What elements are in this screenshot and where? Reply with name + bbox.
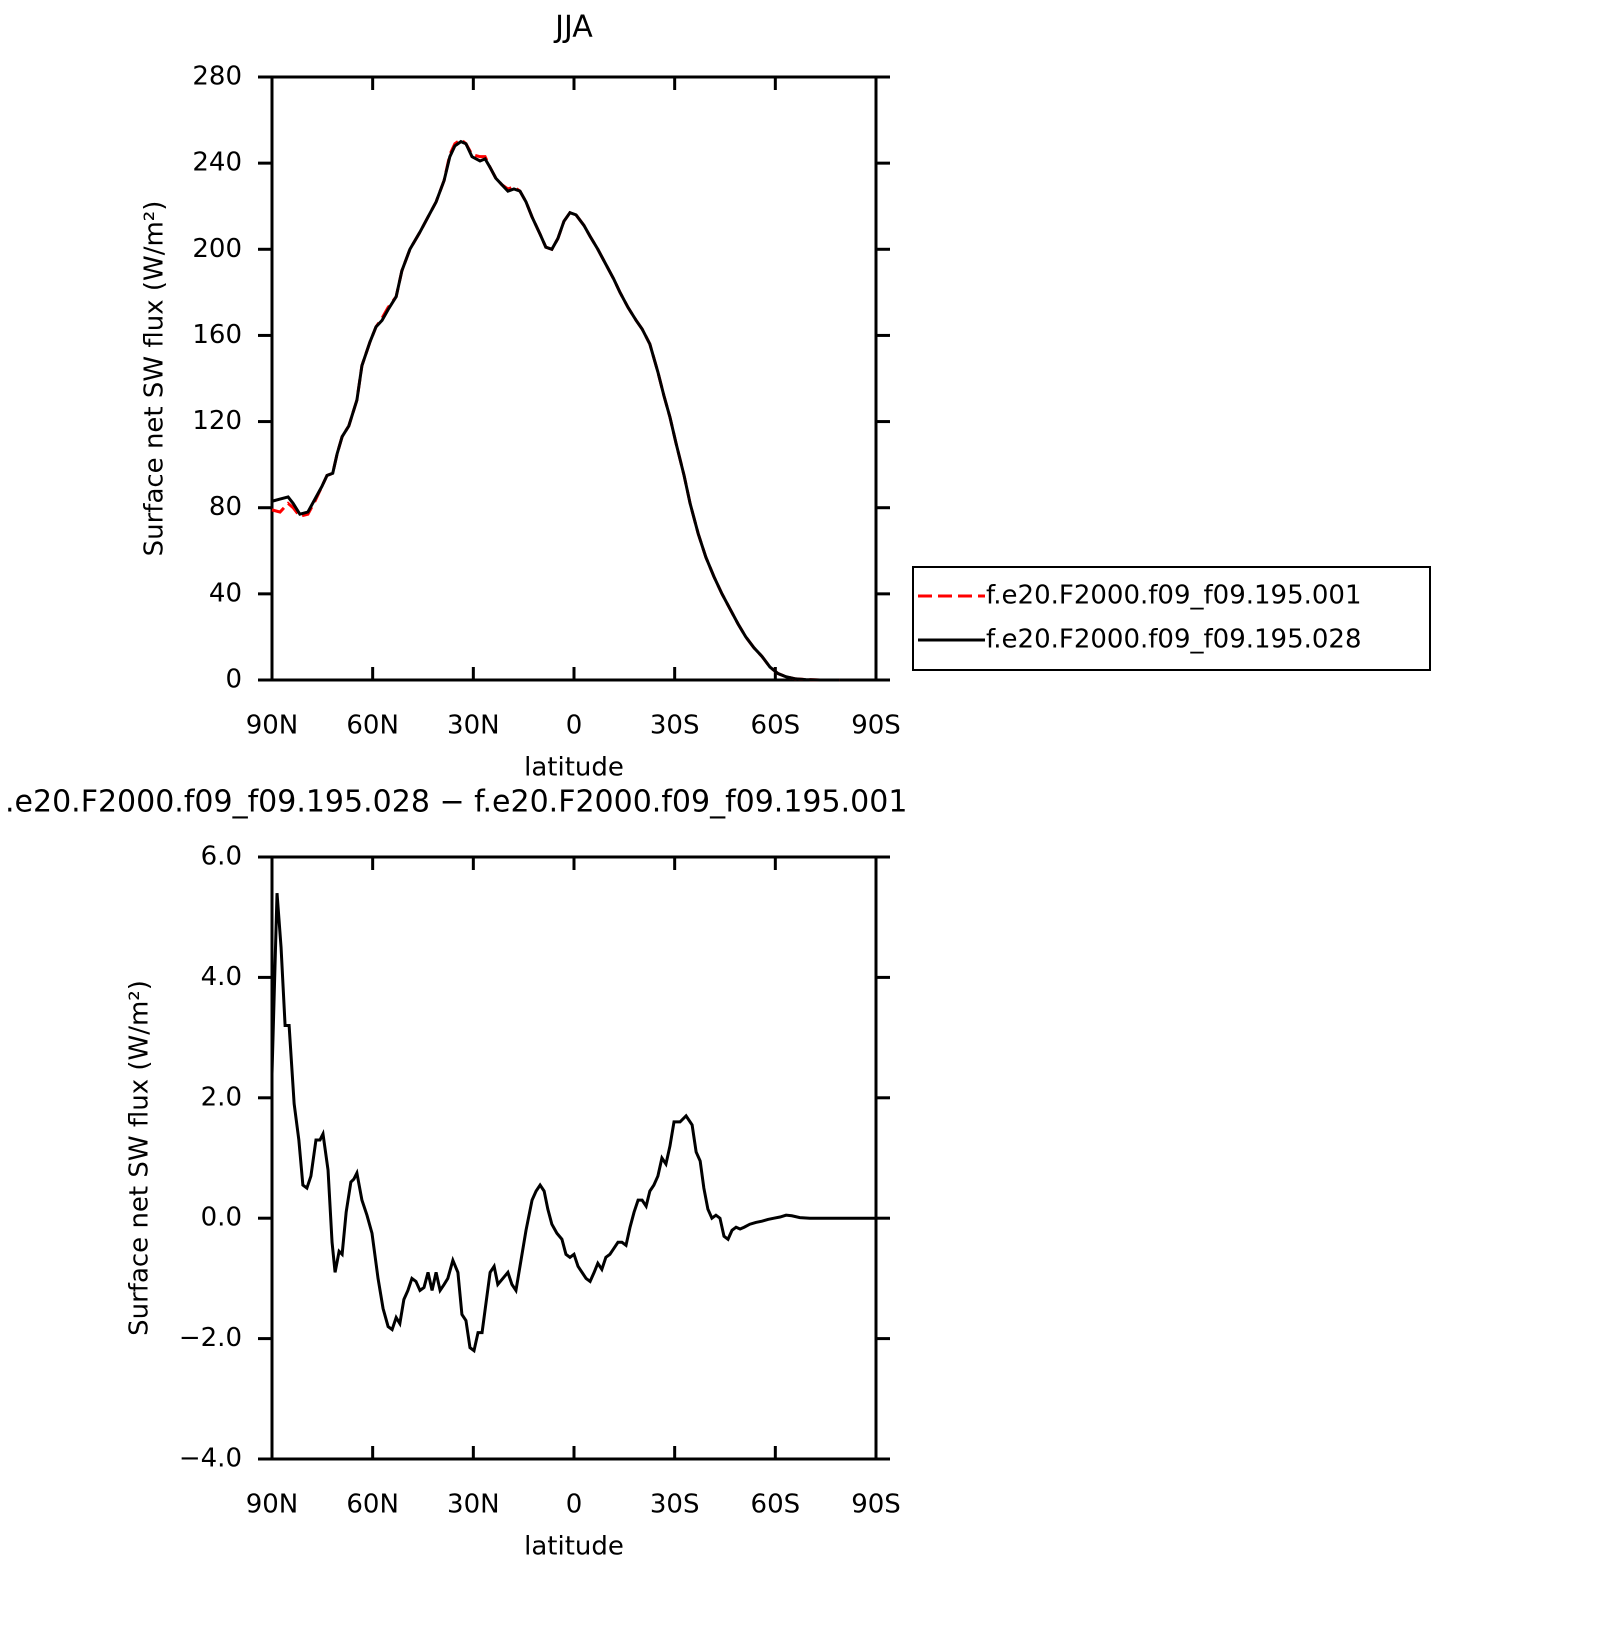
data-line — [271, 137, 840, 682]
x-tick-label: 0 — [566, 711, 583, 741]
x-tick-label: 90S — [851, 711, 901, 741]
x-tick-label: 90N — [246, 1490, 299, 1520]
chart-title: JJA — [553, 10, 593, 45]
x-tick-label: 60N — [346, 711, 399, 741]
plot-frame — [270, 75, 878, 682]
x-tick-label: 30N — [447, 1490, 500, 1520]
x-tick-label: 30S — [650, 1490, 700, 1520]
x-tick-label: 60S — [751, 1490, 801, 1520]
y-tick-label: 120 — [192, 406, 242, 436]
y-tick-label: 80 — [209, 492, 242, 522]
y-tick-label: 2.0 — [201, 1082, 242, 1112]
x-tick-label: 60N — [346, 1490, 399, 1520]
x-tick-label: 0 — [566, 1490, 583, 1520]
x-tick-label: 30N — [447, 711, 500, 741]
y-tick-label: 200 — [192, 234, 242, 264]
x-axis-label: latitude — [524, 753, 624, 783]
y-tick-label: 0.0 — [201, 1203, 242, 1233]
y-tick-label: 280 — [192, 62, 242, 92]
legend-label: f.e20.F2000.f09_f09.195.001 — [986, 581, 1362, 611]
y-tick-label: 4.0 — [201, 962, 242, 992]
y-tick-label: −2.0 — [179, 1323, 242, 1353]
x-axis-label: latitude — [524, 1532, 624, 1562]
y-axis-label: Surface net SW flux (W/m²) — [125, 980, 155, 1336]
data-line — [271, 139, 840, 682]
y-tick-label: 6.0 — [201, 842, 242, 872]
x-tick-label: 90S — [851, 1490, 901, 1520]
x-tick-label: 60S — [751, 711, 801, 741]
y-tick-label: 240 — [192, 148, 242, 178]
data-line — [270, 893, 876, 1354]
chart-title: .e20.F2000.f09_f09.195.028 − f.e20.F2000… — [5, 785, 907, 820]
y-tick-label: 0 — [225, 665, 242, 695]
y-tick-label: 40 — [209, 578, 242, 608]
y-axis-label: Surface net SW flux (W/m²) — [140, 201, 170, 557]
x-tick-label: 90N — [246, 711, 299, 741]
legend-box — [912, 566, 1431, 671]
plot-frame — [270, 855, 878, 1461]
x-tick-label: 30S — [650, 711, 700, 741]
y-tick-label: 160 — [192, 320, 242, 350]
y-tick-label: −4.0 — [179, 1444, 242, 1474]
legend-label: f.e20.F2000.f09_f09.195.028 — [986, 625, 1362, 655]
